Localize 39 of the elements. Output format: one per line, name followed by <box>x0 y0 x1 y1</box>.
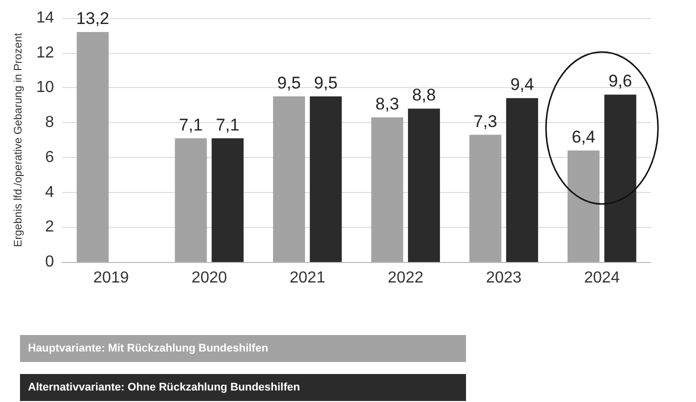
data-label: 13,2 <box>76 8 110 28</box>
bar <box>568 150 600 262</box>
x-tick-label: 2020 <box>191 270 228 286</box>
data-label: 9,6 <box>608 72 632 91</box>
bar <box>371 117 404 262</box>
x-tick-label: 2024 <box>584 270 620 286</box>
bar <box>469 134 502 262</box>
data-label: 9,5 <box>277 73 301 92</box>
data-label: 9,4 <box>510 75 534 94</box>
y-tick-label: 4 <box>45 184 54 201</box>
x-tick-label: 2021 <box>290 270 326 286</box>
x-tick-label: 2023 <box>486 270 522 286</box>
y-tick-label: 0 <box>45 254 54 270</box>
x-tick-label: 2019 <box>93 270 129 286</box>
bar <box>212 138 244 262</box>
y-tick-label: 10 <box>36 79 54 96</box>
data-label: 7,1 <box>216 115 240 134</box>
data-label: 7,1 <box>179 115 203 134</box>
data-label: 7,3 <box>474 112 498 131</box>
text: Hauptvariante: Mit Rückzahlung Bundeshilfen <box>28 342 268 354</box>
bar <box>408 108 440 262</box>
bar <box>174 138 207 262</box>
data-label: 6,4 <box>572 127 596 146</box>
data-label: 9,5 <box>314 73 338 92</box>
y-tick-label: 8 <box>45 114 54 132</box>
y-tick-label: 14 <box>36 10 54 26</box>
bar <box>76 32 109 262</box>
y-axis-title: Ergebnis lfd./operative Gebarung in Prozent <box>12 32 24 248</box>
bar <box>310 96 342 262</box>
text: Alternativvariante: Ohne Rückzahlung Bundeshilfen <box>28 382 300 394</box>
bar <box>604 94 636 262</box>
y-tick-label: 6 <box>45 148 54 166</box>
y-tick-label: 2 <box>45 218 54 236</box>
bar <box>506 98 538 262</box>
data-label: 8,3 <box>375 94 400 114</box>
x-tick-label: 2022 <box>388 270 424 286</box>
data-label: 8,8 <box>412 86 436 105</box>
bar <box>273 96 306 262</box>
y-tick-label: 12 <box>36 44 54 62</box>
